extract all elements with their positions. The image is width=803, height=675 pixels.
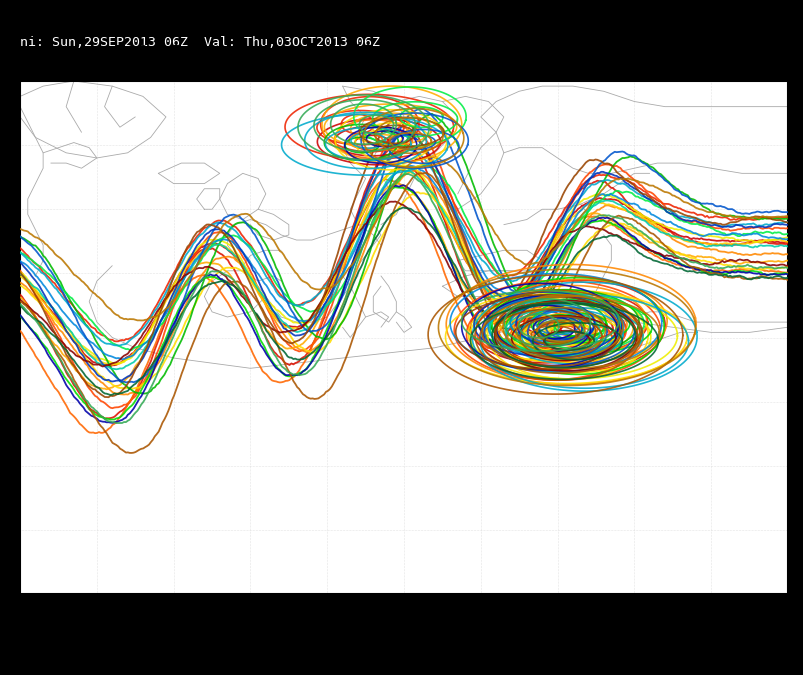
- Text: ni: Sun,29SEP2013 06Z  Val: Thu,03OCT2013 06Z: ni: Sun,29SEP2013 06Z Val: Thu,03OCT2013…: [20, 36, 380, 49]
- Text: 500 hPa Geopotential (Isohypsen: 516 552 576 gpdam): 500 hPa Geopotential (Isohypsen: 516 552…: [115, 43, 688, 63]
- Text: Daten: Ensembles des GFS von NCEP: Daten: Ensembles des GFS von NCEP: [257, 601, 491, 614]
- Text: (C) Wetterzentrale: (C) Wetterzentrale: [257, 621, 385, 634]
- Text: www.wetterzentrale.de: www.wetterzentrale.de: [257, 641, 406, 654]
